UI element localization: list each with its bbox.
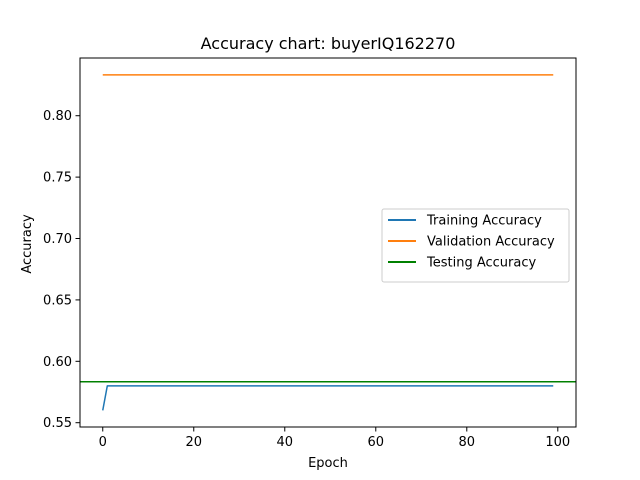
plot-area: 0 20 40 60 80 100 0.55 0.60 0.65 0.70 0.75 0.80 Trai… [43, 57, 577, 450]
training-accuracy-line [102, 385, 554, 411]
legend-label: Testing Accuracy [426, 256, 536, 271]
x-tick-label: 20 [185, 435, 202, 450]
x-tick-label: 80 [459, 435, 476, 450]
x-tick-label: 100 [545, 435, 570, 450]
axes-frame [79, 57, 577, 428]
y-tick-label: 0.80 [43, 109, 72, 124]
y-tick-label: 0.65 [43, 293, 72, 308]
x-tick-label: 40 [276, 435, 293, 450]
x-axis-label: Epoch [308, 456, 348, 471]
legend-label: Training Accuracy [426, 214, 542, 229]
x-tick-label: 0 [99, 435, 107, 450]
y-tick-label: 0.60 [43, 355, 72, 370]
chart-title: Accuracy chart: buyerIQ162270 [201, 34, 456, 53]
x-tick-label: 60 [368, 435, 385, 450]
legend: Training Accuracy Validation Accuracy Test… [381, 208, 570, 283]
legend-label: Validation Accuracy [427, 235, 555, 250]
legend-box [381, 208, 570, 283]
y-tick-label: 0.75 [43, 171, 72, 186]
y-axis-label: Accuracy [20, 214, 35, 274]
y-tick-label: 0.55 [43, 416, 72, 431]
y-tick-label: 0.70 [43, 232, 72, 247]
